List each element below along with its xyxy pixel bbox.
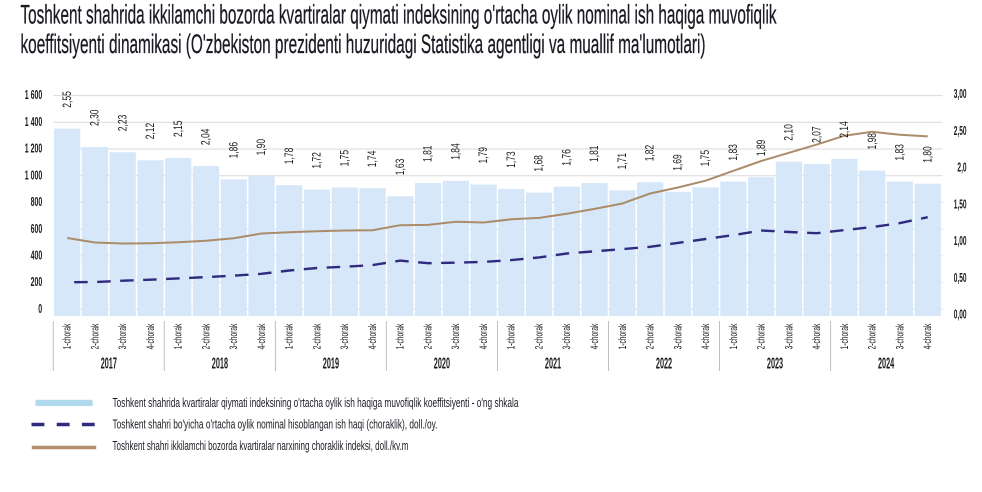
svg-text:4-chorak: 4-chorak xyxy=(811,323,823,349)
svg-text:Toshkent shahrida ikkilamchi b: Toshkent shahrida ikkilamchi bozorda kva… xyxy=(21,0,777,29)
svg-text:1,81: 1,81 xyxy=(423,146,435,163)
svg-text:2,55: 2,55 xyxy=(62,91,74,108)
svg-text:1-chorak: 1-chorak xyxy=(728,323,740,349)
svg-text:1-chorak: 1-chorak xyxy=(62,323,74,349)
svg-text:3-chorak: 3-chorak xyxy=(339,323,351,349)
svg-text:1 400: 1 400 xyxy=(25,114,42,129)
svg-text:1,86: 1,86 xyxy=(228,142,240,159)
svg-text:1,50: 1,50 xyxy=(954,196,967,211)
svg-text:1,74: 1,74 xyxy=(367,150,379,167)
svg-text:3-chorak: 3-chorak xyxy=(561,323,573,349)
svg-text:Toshkent shahri ikkilamchi boz: Toshkent shahri ikkilamchi bozorda kvart… xyxy=(113,438,409,453)
svg-text:2,14: 2,14 xyxy=(839,121,851,138)
svg-text:1,72: 1,72 xyxy=(312,152,324,169)
svg-text:2-chorak: 2-chorak xyxy=(89,323,101,349)
svg-text:2,50: 2,50 xyxy=(954,123,967,138)
svg-text:4-chorak: 4-chorak xyxy=(367,323,379,349)
svg-text:800: 800 xyxy=(31,194,43,209)
svg-text:200: 200 xyxy=(31,274,43,289)
svg-text:1-chorak: 1-chorak xyxy=(284,323,296,349)
svg-text:2,30: 2,30 xyxy=(90,110,102,127)
svg-text:2023: 2023 xyxy=(767,356,783,373)
svg-text:1,79: 1,79 xyxy=(478,147,490,164)
svg-text:2-chorak: 2-chorak xyxy=(423,323,435,349)
svg-text:4-chorak: 4-chorak xyxy=(589,323,601,349)
svg-text:1,84: 1,84 xyxy=(450,143,462,160)
svg-text:1-chorak: 1-chorak xyxy=(395,323,407,349)
svg-text:2021: 2021 xyxy=(545,356,561,373)
svg-text:Toshkent shahri bo'yicha o'rta: Toshkent shahri bo'yicha o'rtacha oylik … xyxy=(113,416,438,431)
svg-text:0: 0 xyxy=(38,301,42,316)
svg-text:2,04: 2,04 xyxy=(201,128,213,145)
svg-text:1,69: 1,69 xyxy=(673,154,685,171)
svg-text:4-chorak: 4-chorak xyxy=(145,323,157,349)
svg-text:1-chorak: 1-chorak xyxy=(173,323,185,349)
svg-text:1,76: 1,76 xyxy=(561,149,573,166)
svg-text:1,83: 1,83 xyxy=(728,144,740,161)
svg-text:3-chorak: 3-chorak xyxy=(117,323,129,349)
svg-text:1,80: 1,80 xyxy=(922,146,934,163)
svg-text:1,73: 1,73 xyxy=(506,151,518,168)
svg-text:3-chorak: 3-chorak xyxy=(894,323,906,349)
svg-text:1,78: 1,78 xyxy=(284,148,296,165)
svg-text:1 000: 1 000 xyxy=(25,167,42,182)
svg-text:2017: 2017 xyxy=(101,356,117,373)
svg-text:koeffitsiyenti dinamikasi (O'z: koeffitsiyenti dinamikasi (O'zbekiston p… xyxy=(21,29,706,59)
svg-text:1-chorak: 1-chorak xyxy=(506,323,518,349)
svg-text:2-chorak: 2-chorak xyxy=(534,323,546,349)
svg-text:1-chorak: 1-chorak xyxy=(617,323,629,349)
svg-text:1 600: 1 600 xyxy=(25,87,42,102)
svg-text:2,12: 2,12 xyxy=(145,123,157,140)
svg-text:4-chorak: 4-chorak xyxy=(478,323,490,349)
svg-text:2022: 2022 xyxy=(656,356,672,373)
svg-text:2-chorak: 2-chorak xyxy=(645,323,657,349)
svg-text:3-chorak: 3-chorak xyxy=(228,323,240,349)
svg-text:2-chorak: 2-chorak xyxy=(867,323,879,349)
svg-text:1,00: 1,00 xyxy=(954,233,967,248)
svg-text:2019: 2019 xyxy=(323,356,339,373)
svg-text:3,00: 3,00 xyxy=(954,86,967,101)
svg-text:2,07: 2,07 xyxy=(811,126,823,143)
svg-text:1,98: 1,98 xyxy=(867,133,879,150)
svg-text:2,10: 2,10 xyxy=(784,124,796,141)
svg-text:1,68: 1,68 xyxy=(534,155,546,172)
svg-text:600: 600 xyxy=(31,221,43,236)
svg-text:2-chorak: 2-chorak xyxy=(200,323,212,349)
svg-text:4-chorak: 4-chorak xyxy=(922,323,934,349)
svg-text:3-chorak: 3-chorak xyxy=(783,323,795,349)
svg-text:0,50: 0,50 xyxy=(954,270,967,285)
svg-text:4-chorak: 4-chorak xyxy=(700,323,712,349)
svg-text:1,71: 1,71 xyxy=(617,153,629,170)
svg-text:3-chorak: 3-chorak xyxy=(672,323,684,349)
svg-text:2024: 2024 xyxy=(878,356,894,373)
svg-text:2-chorak: 2-chorak xyxy=(756,323,768,349)
svg-text:3-chorak: 3-chorak xyxy=(450,323,462,349)
svg-text:2-chorak: 2-chorak xyxy=(311,323,323,349)
svg-text:1,75: 1,75 xyxy=(339,150,351,167)
svg-text:1,75: 1,75 xyxy=(700,150,712,167)
svg-text:1-chorak: 1-chorak xyxy=(839,323,851,349)
svg-text:1,89: 1,89 xyxy=(756,140,768,157)
svg-text:1,82: 1,82 xyxy=(645,145,657,162)
svg-text:1,81: 1,81 xyxy=(589,146,601,163)
svg-text:0,00: 0,00 xyxy=(954,307,967,322)
svg-text:4-chorak: 4-chorak xyxy=(256,323,268,349)
svg-text:2018: 2018 xyxy=(212,356,228,373)
svg-text:2,15: 2,15 xyxy=(173,121,185,138)
svg-text:2,0: 2,0 xyxy=(957,160,966,175)
svg-text:2020: 2020 xyxy=(434,356,450,373)
svg-text:1 200: 1 200 xyxy=(25,141,42,156)
svg-text:Toshkent shahrida kvartiralar: Toshkent shahrida kvartiralar qiymati in… xyxy=(113,395,519,410)
svg-text:2,23: 2,23 xyxy=(117,115,129,132)
svg-text:1,90: 1,90 xyxy=(256,139,268,156)
svg-text:400: 400 xyxy=(31,248,43,263)
svg-text:1,63: 1,63 xyxy=(395,159,407,176)
svg-text:1,83: 1,83 xyxy=(895,144,907,161)
